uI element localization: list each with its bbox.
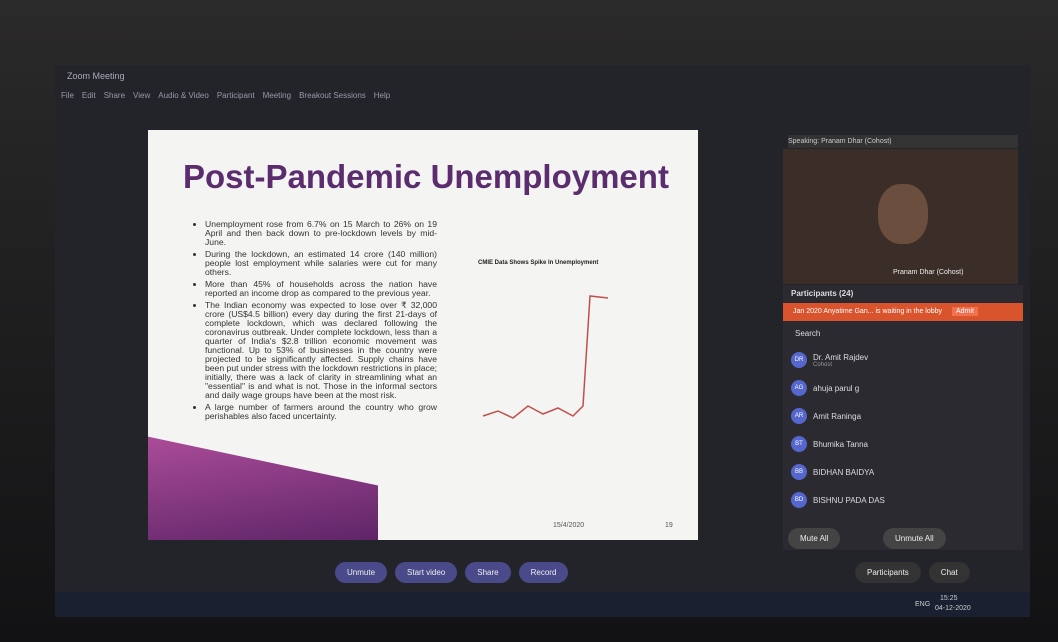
bullet: During the lockdown, an estimated 14 cro… [205, 250, 437, 277]
clock-time: 15:25 [940, 595, 958, 602]
participant-info: BIDHAN BAIDYA [813, 468, 874, 477]
language: ENG [915, 601, 930, 608]
unmute-all-button[interactable]: Unmute All [883, 528, 946, 549]
meeting-toolbar: Unmute Start video Share Record [335, 562, 568, 583]
avatar: DR [791, 352, 807, 368]
participant-row: BD BISHNU PADA DAS [791, 489, 885, 511]
toolbar-button[interactable]: Share [465, 562, 510, 583]
menu-bar: File Edit Share View Audio & Video Participan… [55, 91, 1036, 107]
bullet: Unemployment rose from 6.7% on 15 March … [205, 220, 437, 247]
participant-row: AR Amit Raninga [791, 405, 861, 427]
avatar: BD [791, 492, 807, 508]
bullet: A large number of farmers around the cou… [205, 403, 437, 421]
avatar: AR [791, 408, 807, 424]
speaking-label: Speaking: Pranam Dhar (Cohost) [788, 135, 1018, 148]
menu-item[interactable]: Audio & Video [158, 91, 209, 107]
participant-info: BISHNU PADA DAS [813, 496, 885, 505]
panel-header: Participants (24) [791, 289, 853, 298]
participant-info: Bhumika Tanna [813, 440, 868, 449]
menu-item[interactable]: File [61, 91, 74, 107]
speaker-image [878, 184, 928, 244]
menu-item[interactable]: Breakout Sessions [299, 91, 366, 107]
toolbar-button[interactable]: Record [519, 562, 569, 583]
window-title: Zoom Meeting [55, 65, 1042, 87]
menu-item[interactable]: Meeting [263, 91, 291, 107]
participants-panel: Participants (24) Jan 2020 Anyatime Gan.… [783, 285, 1023, 550]
photo-of-laptop: Zoom Meeting File Edit Share View Audio & Vi… [0, 0, 1058, 642]
lobby-banner: Jan 2020 Anyatime Gan... is waiting in t… [783, 303, 1023, 321]
participant-row: BT Bhumika Tanna [791, 433, 868, 455]
participant-name: BIDHAN BAIDYA [813, 468, 874, 477]
slide-chart: CMIE Data Shows Spike In Unemployment [478, 260, 628, 460]
admit-button[interactable]: Admit [952, 307, 978, 316]
shared-slide: Post-Pandemic Unemployment Unemployment … [148, 130, 698, 540]
menu-item[interactable]: Participant [217, 91, 255, 107]
avatar: BT [791, 436, 807, 452]
bullet: The Indian economy was expected to lose … [205, 301, 437, 400]
menu-item[interactable]: View [133, 91, 150, 107]
participant-info: Amit Raninga [813, 412, 861, 421]
chart-line-image [483, 296, 608, 418]
participant-role: Cohost [813, 362, 868, 368]
slide-decoration [148, 434, 378, 540]
menu-item[interactable]: Share [104, 91, 125, 107]
search-box[interactable]: Search [795, 329, 820, 338]
participant-row: BB BIDHAN BAIDYA [791, 461, 874, 483]
mute-all-button[interactable]: Mute All [788, 528, 840, 549]
bullet: More than 45% of households across the n… [205, 280, 437, 298]
side-buttons: Participants Chat [855, 562, 970, 583]
participant-info: ahuja parul g [813, 384, 859, 393]
clock-date: 04-12-2020 [935, 605, 971, 612]
slide-title: Post-Pandemic Unemployment [183, 158, 669, 196]
participant-name: BISHNU PADA DAS [813, 496, 885, 505]
video-tile: Pranam Dhar (Cohost) [783, 149, 1018, 284]
lobby-text: Jan 2020 Anyatime Gan... is waiting in t… [793, 308, 942, 315]
participant-row: AG ahuja parul g [791, 377, 859, 399]
video-name: Pranam Dhar (Cohost) [893, 269, 963, 276]
menu-item[interactable]: Edit [82, 91, 96, 107]
avatar: AG [791, 380, 807, 396]
participant-name: ahuja parul g [813, 384, 859, 393]
participant-name: Amit Raninga [813, 412, 861, 421]
participant-name: Dr. Amit Rajdev [813, 353, 868, 362]
slide-page: 19 [665, 522, 673, 529]
taskbar: ENG 15:25 04-12-2020 [55, 592, 1030, 617]
toolbar-button[interactable]: Start video [395, 562, 457, 583]
side-button[interactable]: Chat [929, 562, 970, 583]
chart-image [478, 266, 628, 436]
avatar: BB [791, 464, 807, 480]
toolbar-button[interactable]: Unmute [335, 562, 387, 583]
side-button[interactable]: Participants [855, 562, 921, 583]
slide-date: 15/4/2020 [553, 522, 584, 529]
slide-bullets: Unemployment rose from 6.7% on 15 March … [193, 220, 437, 424]
participant-name: Bhumika Tanna [813, 440, 868, 449]
menu-item[interactable]: Help [374, 91, 390, 107]
